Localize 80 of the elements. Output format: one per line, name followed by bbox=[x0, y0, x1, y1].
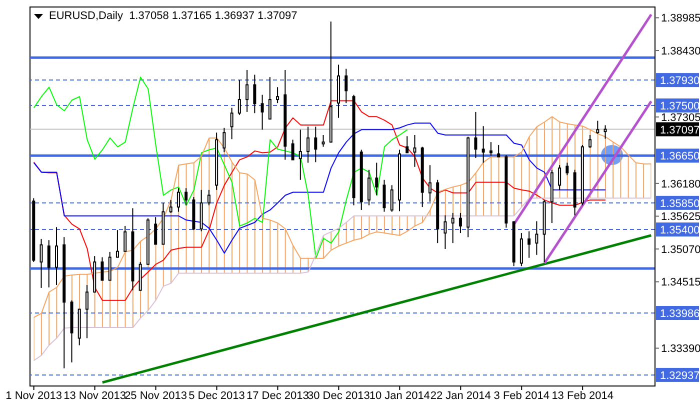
y-tick-label: 1.38985 bbox=[661, 12, 700, 25]
candlestick bbox=[368, 169, 370, 206]
candlestick bbox=[55, 226, 58, 286]
candlestick bbox=[535, 220, 538, 256]
y-tick-label: 1.35625 bbox=[661, 211, 700, 224]
line-series bbox=[33, 122, 606, 254]
candlestick bbox=[291, 139, 294, 160]
ref-line-label: 1.35850 bbox=[660, 198, 700, 210]
x-tick-label: 5 Dec 2013 bbox=[188, 390, 245, 402]
ref-line-label: 1.35400 bbox=[660, 224, 700, 236]
candlestick bbox=[154, 216, 158, 245]
candlestick bbox=[558, 164, 562, 190]
y-tick-label: 1.33390 bbox=[661, 343, 700, 356]
candlestick bbox=[116, 230, 119, 258]
candlestick bbox=[428, 164, 432, 202]
candlestick bbox=[528, 230, 531, 258]
y-tick-label: 1.35070 bbox=[661, 244, 700, 256]
candlestick bbox=[298, 129, 302, 180]
line-series bbox=[33, 198, 652, 362]
candlestick bbox=[108, 251, 112, 281]
line-series bbox=[33, 100, 606, 301]
candlestick bbox=[444, 214, 447, 250]
y-tick-label: 1.38430 bbox=[661, 45, 700, 58]
candlestick bbox=[124, 225, 127, 252]
x-tick-label: 10 Jan 2014 bbox=[369, 390, 430, 402]
candlestick bbox=[238, 80, 241, 116]
candlestick bbox=[474, 111, 478, 159]
y-tick-label: 1.34515 bbox=[661, 276, 700, 289]
candlestick bbox=[497, 144, 500, 158]
x-tick-label: 30 Dec 2013 bbox=[307, 390, 370, 402]
candlestick bbox=[306, 126, 310, 164]
line-series bbox=[33, 116, 652, 318]
candlestick bbox=[246, 70, 249, 112]
candlestick bbox=[604, 124, 607, 140]
candlestick bbox=[230, 107, 234, 140]
candlestick bbox=[169, 199, 172, 214]
candlestick bbox=[276, 86, 280, 104]
x-tick-label: 3 Feb 2014 bbox=[494, 390, 550, 402]
candlestick bbox=[344, 68, 348, 104]
candlestick bbox=[458, 212, 462, 234]
candlestick bbox=[207, 189, 210, 206]
candlestick bbox=[47, 240, 50, 288]
chart-title: EURUSD,Daily 1.37058 1.37165 1.36937 1.37097 bbox=[49, 10, 298, 23]
candlestick bbox=[375, 162, 378, 196]
candlestick bbox=[596, 120, 600, 134]
x-tick-label: 13 Nov 2013 bbox=[64, 390, 126, 402]
ref-line-label: 1.37500 bbox=[660, 100, 700, 112]
candlestick bbox=[314, 126, 318, 163]
candlestick bbox=[566, 162, 569, 176]
line-series bbox=[33, 76, 408, 259]
ref-line-label: 1.32937 bbox=[660, 370, 700, 382]
x-tick-label: 25 Nov 2013 bbox=[124, 390, 187, 402]
candlestick bbox=[222, 127, 226, 153]
candlestick bbox=[413, 134, 416, 168]
candlestick bbox=[253, 74, 256, 114]
ref-line-label: 1.36650 bbox=[660, 150, 700, 163]
x-tick-label: 13 Feb 2014 bbox=[552, 390, 614, 402]
x-tick-label: 1 Nov 2013 bbox=[6, 390, 62, 402]
candlestick bbox=[40, 238, 43, 288]
x-tick-label: 17 Dec 2013 bbox=[246, 390, 309, 402]
candlestick bbox=[390, 184, 394, 212]
ref-line-label: 1.33986 bbox=[660, 308, 700, 320]
candlestick bbox=[184, 188, 188, 206]
candlestick bbox=[451, 212, 454, 244]
ref-line-label: 1.37097 bbox=[660, 124, 700, 136]
candlestick bbox=[588, 134, 592, 148]
candlestick bbox=[406, 136, 409, 154]
candlestick bbox=[100, 256, 104, 281]
candlestick bbox=[382, 179, 386, 212]
ref-line-label: 1.37930 bbox=[660, 75, 700, 88]
candlestick bbox=[489, 142, 492, 156]
candlestick bbox=[260, 94, 264, 130]
candlestick bbox=[176, 188, 180, 212]
candlestick bbox=[85, 284, 88, 339]
candlestick bbox=[322, 134, 325, 148]
candlestick bbox=[482, 126, 485, 164]
candlestick bbox=[268, 76, 272, 120]
y-tick-label: 1.36180 bbox=[661, 178, 700, 190]
y-tick-label: 1.37305 bbox=[661, 112, 700, 124]
x-tick-label: 22 Jan 2014 bbox=[430, 390, 491, 402]
